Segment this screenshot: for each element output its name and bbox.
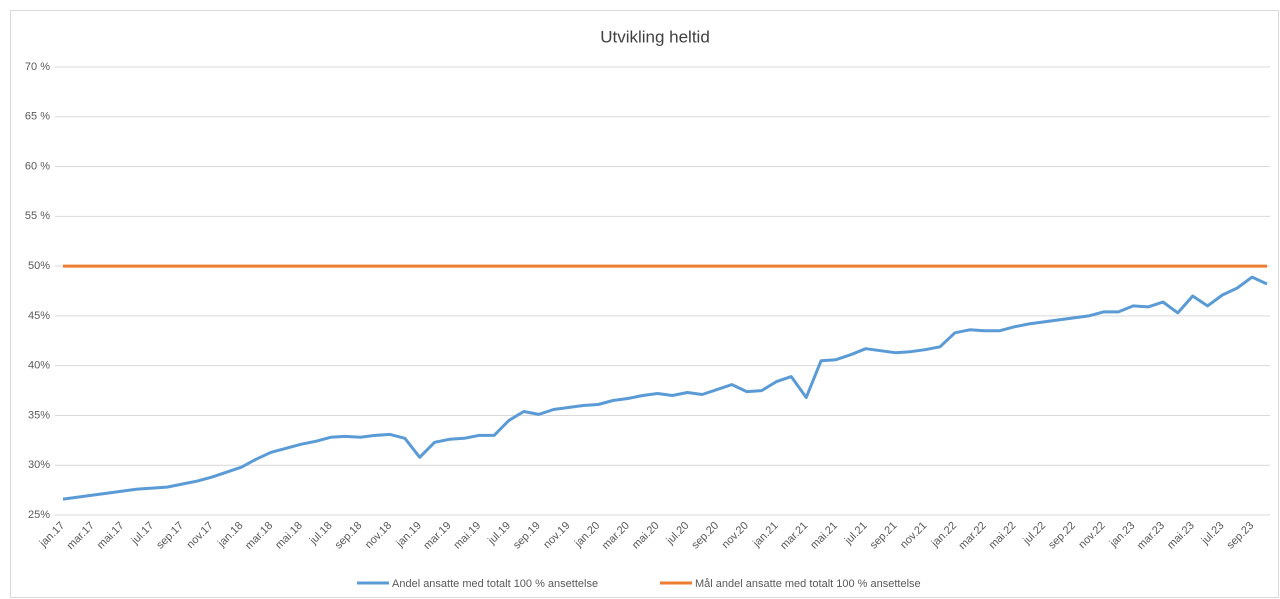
- chart-frame: [10, 10, 1279, 598]
- y-tick-label: 40%: [28, 360, 50, 372]
- y-tick-label: 35%: [28, 409, 50, 421]
- y-tick-label: 25%: [28, 509, 50, 521]
- legend-label: Mål andel ansatte med totalt 100 % anset…: [695, 578, 921, 590]
- legend-label: Andel ansatte med totalt 100 % ansettels…: [392, 578, 598, 590]
- y-tick-label: 65 %: [25, 111, 50, 123]
- y-tick-label: 50%: [28, 260, 50, 272]
- chart-title: Utvikling heltid: [600, 27, 710, 46]
- y-tick-label: 70 %: [25, 61, 50, 73]
- y-tick-label: 30%: [28, 459, 50, 471]
- series-line: [62, 275, 1268, 501]
- y-tick-label: 45%: [28, 310, 50, 322]
- y-tick-label: 55 %: [25, 210, 50, 222]
- y-tick-label: 60 %: [25, 160, 50, 172]
